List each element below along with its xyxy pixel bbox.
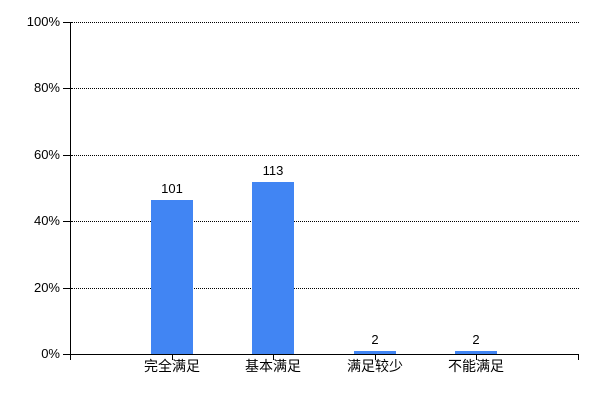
gridline-80 — [71, 88, 579, 90]
bar-2 — [354, 351, 396, 354]
y-tick-0 — [63, 354, 70, 355]
gridline-40 — [71, 221, 579, 223]
x-axis-start-tick — [70, 355, 71, 360]
y-tick-label: 20% — [33, 279, 60, 295]
x-category-label-1: 基本满足 — [245, 358, 301, 374]
y-tick-100 — [63, 22, 70, 23]
y-axis-line — [70, 22, 71, 360]
y-tick-60 — [63, 154, 70, 156]
bar-value-label-2: 2 — [371, 332, 379, 347]
bar-0 — [151, 200, 193, 354]
y-tick-label: 60% — [33, 146, 60, 162]
x-category-label-2: 满足较少 — [347, 358, 403, 374]
bar-3 — [455, 351, 497, 354]
x-tick-0 — [172, 355, 173, 360]
x-axis-end-tick — [578, 355, 579, 360]
y-tick-40 — [63, 221, 70, 223]
y-tick-label: 100% — [26, 14, 60, 29]
gridline-100 — [71, 22, 579, 23]
gridline-20 — [71, 287, 579, 289]
y-tick-80 — [63, 88, 70, 90]
bar-value-label-3: 2 — [472, 332, 480, 347]
y-tick-label: 80% — [33, 80, 60, 96]
y-tick-label: 40% — [33, 213, 60, 229]
x-category-label-3: 不能满足 — [448, 358, 504, 374]
x-tick-2 — [375, 355, 376, 360]
x-category-label-0: 完全满足 — [144, 358, 200, 374]
bar-1 — [252, 182, 294, 354]
bar-value-label-1: 113 — [262, 163, 284, 178]
y-tick-label: 0% — [41, 346, 60, 361]
x-tick-3 — [476, 355, 477, 360]
gridline-60 — [71, 154, 579, 156]
x-axis-line — [70, 354, 579, 355]
bar-value-label-0: 101 — [161, 181, 183, 196]
y-tick-20 — [63, 287, 70, 289]
x-tick-1 — [273, 355, 274, 360]
